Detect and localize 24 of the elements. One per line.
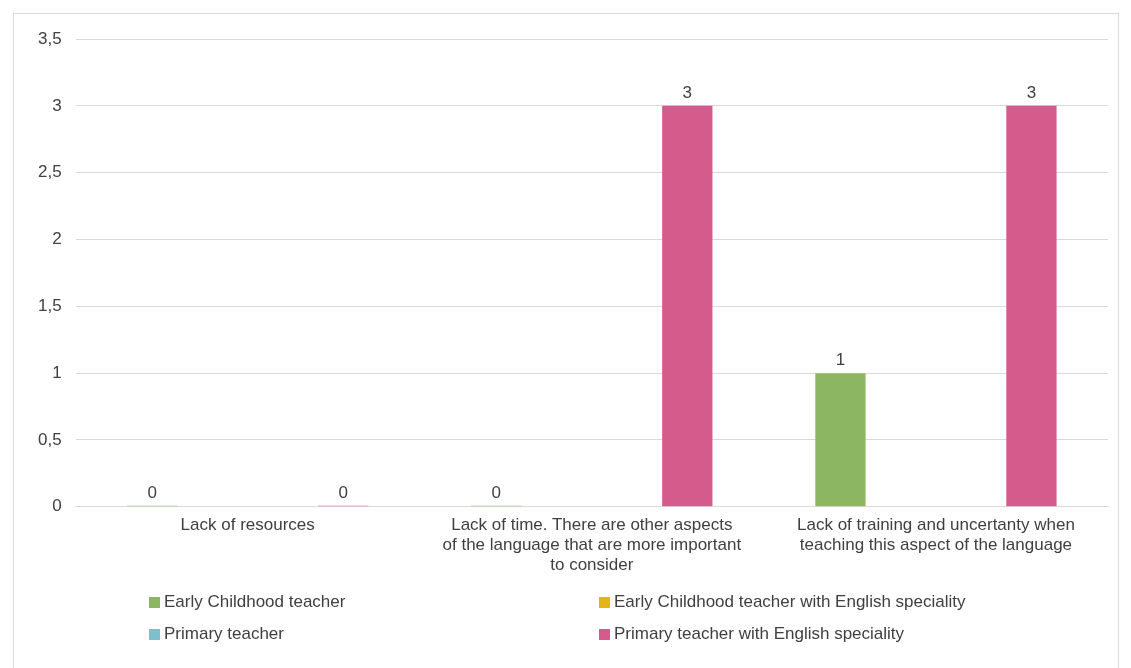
data-label: 3 — [1026, 83, 1037, 103]
bar — [662, 105, 713, 507]
bar — [1006, 105, 1057, 507]
y-tick-label: 3 — [52, 95, 62, 115]
x-tick-label: Lack of training and uncertanty when teaching this aspect of the language — [797, 514, 1075, 555]
legend-label: Early Childhood teacher — [164, 592, 346, 612]
y-tick-label: 3,5 — [37, 28, 62, 48]
legend-label: Primary teacher with English speciality — [614, 624, 905, 644]
y-tick-label: 0,5 — [37, 429, 62, 449]
data-label: 0 — [338, 482, 348, 502]
y-tick-label: 2 — [52, 229, 62, 249]
x-tick-label: Lack of time. There are other aspects of the language that are more important to consider — [442, 514, 742, 575]
data-label: 0 — [147, 482, 157, 502]
x-tick-label: Lack of resources — [180, 514, 315, 534]
y-tick-label: 2,5 — [37, 162, 62, 182]
bar — [815, 373, 866, 507]
y-tick-label: 1 — [52, 362, 62, 382]
data-label: 3 — [682, 83, 693, 103]
legend-label: Early Childhood teacher with English speciality — [614, 592, 966, 612]
y-tick-label: 0 — [52, 496, 62, 516]
y-tick-label: 1,5 — [37, 296, 62, 315]
data-label: 1 — [835, 350, 846, 370]
legend-label: Primary teacher — [164, 624, 284, 644]
data-label: 0 — [491, 482, 502, 502]
